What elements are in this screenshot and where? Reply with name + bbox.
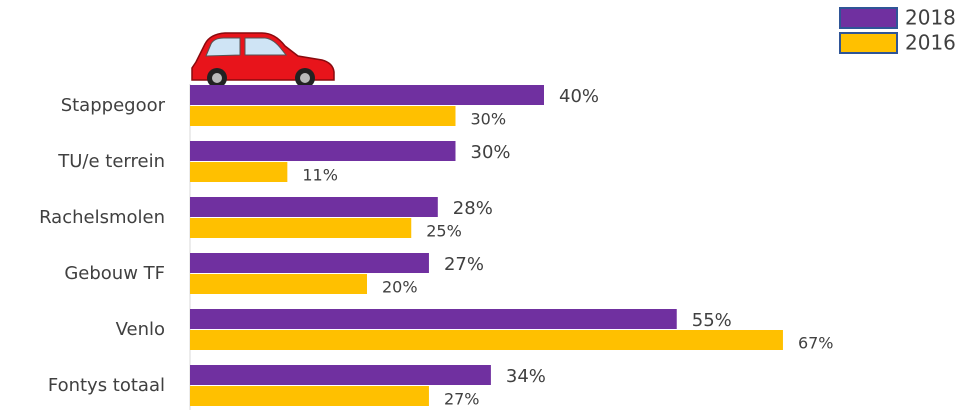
car-icon: [192, 33, 334, 88]
value-label: 30%: [471, 142, 511, 163]
bar: [190, 85, 544, 105]
category-label: Gebouw TF: [64, 263, 165, 284]
value-label: 25%: [426, 222, 462, 241]
value-label: 11%: [302, 166, 338, 185]
legend-swatch: [840, 33, 897, 53]
bar: [190, 106, 456, 126]
bar: [190, 274, 367, 294]
category-label: Fontys totaal: [48, 375, 165, 396]
legend-label: 2016: [905, 31, 956, 55]
value-label: 30%: [471, 110, 507, 129]
bar: [190, 386, 429, 406]
legend-swatch: [840, 8, 897, 28]
category-label: Rachelsmolen: [39, 207, 165, 228]
category-label: Stappegoor: [61, 95, 166, 116]
value-label: 27%: [444, 390, 480, 409]
legend-label: 2018: [905, 6, 956, 30]
chart: Stappegoor 40% 30% TU/e terrein 30% 11% Rachel…: [0, 0, 968, 411]
bar: [190, 197, 438, 217]
bar: [190, 162, 287, 182]
value-label: 40%: [559, 86, 599, 107]
bar: [190, 309, 677, 329]
value-label: 34%: [506, 366, 546, 387]
category-label: TU/e terrein: [57, 151, 165, 172]
value-label: 27%: [444, 254, 484, 275]
bar: [190, 141, 456, 161]
value-label: 20%: [382, 278, 418, 297]
value-label: 67%: [798, 334, 834, 353]
value-label: 28%: [453, 198, 493, 219]
bar: [190, 253, 429, 273]
bar: [190, 365, 491, 385]
bar: [190, 218, 411, 238]
value-label: 55%: [692, 310, 732, 331]
bar: [190, 330, 783, 350]
category-label: Venlo: [116, 319, 165, 340]
